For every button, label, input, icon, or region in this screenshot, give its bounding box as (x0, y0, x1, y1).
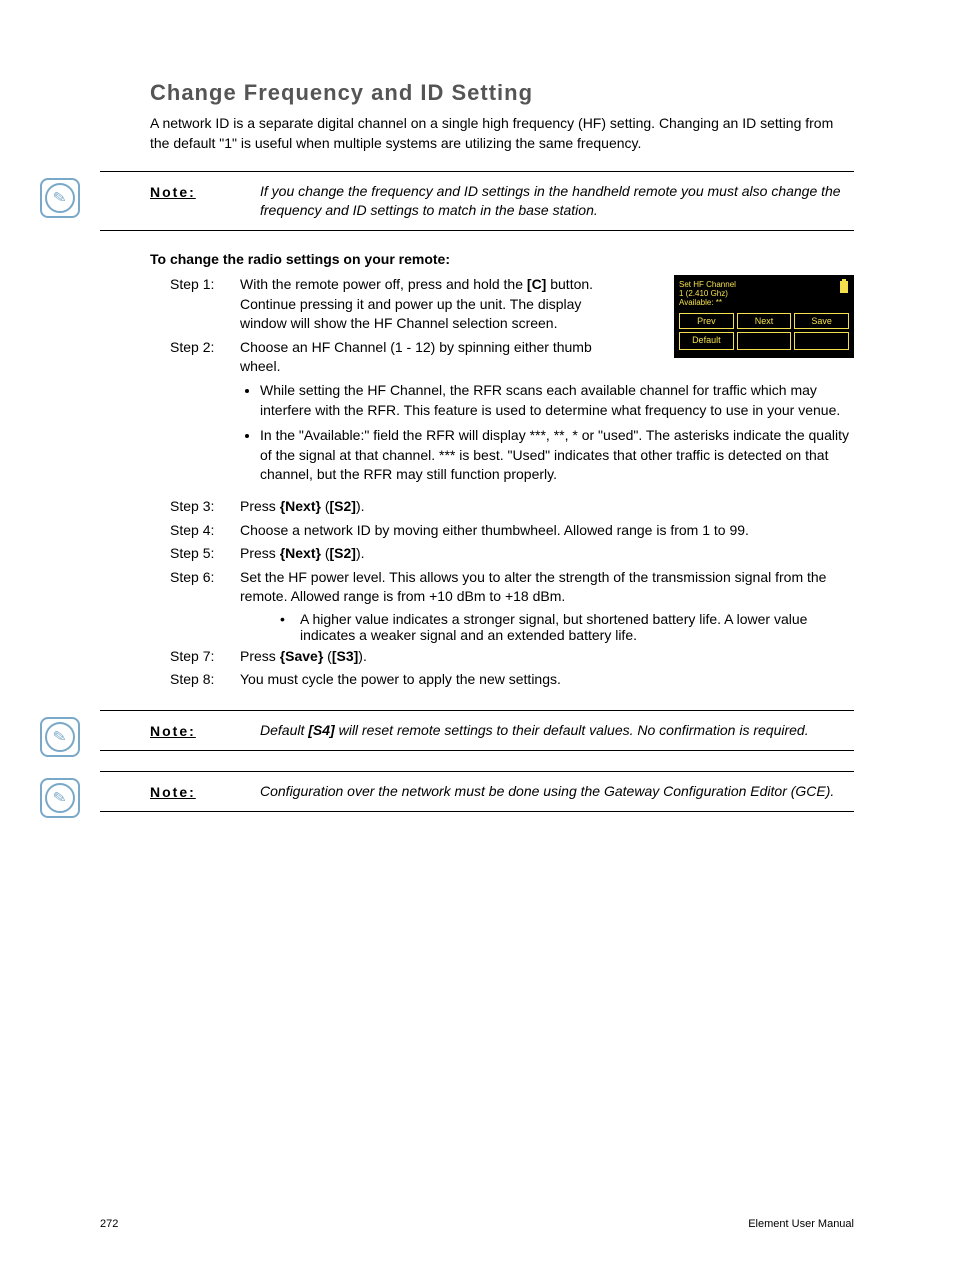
step-body: Press {Next} ([S2]). (240, 497, 854, 517)
sub-bullet-row: • A higher value indicates a stronger si… (280, 611, 854, 643)
note-block-1: ✎ Note: If you change the frequency and … (100, 171, 854, 231)
manual-title: Element User Manual (748, 1218, 854, 1230)
note-label: Note: (150, 721, 260, 740)
step-label: Step 4: (170, 521, 240, 541)
step-row: Step 8: You must cycle the power to appl… (150, 670, 854, 690)
note-text: If you change the frequency and ID setti… (260, 182, 854, 220)
note-icon: ✎ (40, 778, 80, 818)
step-row: Step 2: Choose an HF Channel (1 - 12) by… (150, 338, 854, 493)
screen-btn-empty (737, 332, 792, 350)
screen-freq: 1 (2.410 Ghz) (679, 289, 849, 298)
step-body: Press {Save} ([S3]). (240, 647, 854, 667)
step-body: You must cycle the power to apply the ne… (240, 670, 854, 690)
screen-btn-save: Save (794, 313, 849, 329)
screen-title: Set HF Channel (679, 280, 849, 289)
step-label: Step 5: (170, 544, 240, 564)
note-block-3: ✎ Note: Configuration over the network m… (100, 771, 854, 812)
step-label: Step 7: (170, 647, 240, 667)
note-label: Note: (150, 182, 260, 220)
note-text: Default [S4] will reset remote settings … (260, 721, 854, 740)
intro-paragraph: A network ID is a separate digital chann… (150, 114, 854, 153)
note-text: Configuration over the network must be d… (260, 782, 854, 801)
screen-btn-empty (794, 332, 849, 350)
note-icon: ✎ (40, 717, 80, 757)
step-row: Step 6: Set the HF power level. This all… (150, 568, 854, 607)
step-label: Step 8: (170, 670, 240, 690)
note-block-2: ✎ Note: Default [S4] will reset remote s… (100, 710, 854, 751)
step-label: Step 6: (170, 568, 240, 607)
page-number: 272 (100, 1218, 118, 1230)
note-label: Note: (150, 782, 260, 801)
procedure-heading: To change the radio settings on your rem… (150, 251, 854, 267)
screen-btn-default: Default (679, 332, 734, 350)
step-row: Step 3: Press {Next} ([S2]). (150, 497, 854, 517)
battery-icon (840, 281, 848, 293)
step-body: Press {Next} ([S2]). (240, 544, 854, 564)
page-footer: 272 Element User Manual (100, 1218, 854, 1230)
step-body: Choose an HF Channel (1 - 12) by spinnin… (240, 338, 854, 493)
screen-btn-prev: Prev (679, 313, 734, 329)
note-icon: ✎ (40, 178, 80, 218)
step-body: Set the HF power level. This allows you … (240, 568, 854, 607)
step-label: Step 2: (170, 338, 240, 493)
sub-bullet-text: A higher value indicates a stronger sign… (300, 611, 854, 643)
bullet-item: In the "Available:" field the RFR will d… (260, 426, 854, 485)
step-row: Step 5: Press {Next} ([S2]). (150, 544, 854, 564)
step-body: With the remote power off, press and hol… (240, 275, 610, 334)
step-label: Step 3: (170, 497, 240, 517)
remote-screenshot: Set HF Channel 1 (2.410 Ghz) Available: … (674, 275, 854, 358)
step-row: Step 7: Press {Save} ([S3]). (150, 647, 854, 667)
step-body: Choose a network ID by moving either thu… (240, 521, 854, 541)
screen-available: Available: ** (679, 298, 849, 307)
section-title: Change Frequency and ID Setting (150, 80, 854, 106)
bullet-item: While setting the HF Channel, the RFR sc… (260, 381, 854, 420)
step-row: Step 4: Choose a network ID by moving ei… (150, 521, 854, 541)
screen-btn-next: Next (737, 313, 792, 329)
step-label: Step 1: (170, 275, 240, 334)
